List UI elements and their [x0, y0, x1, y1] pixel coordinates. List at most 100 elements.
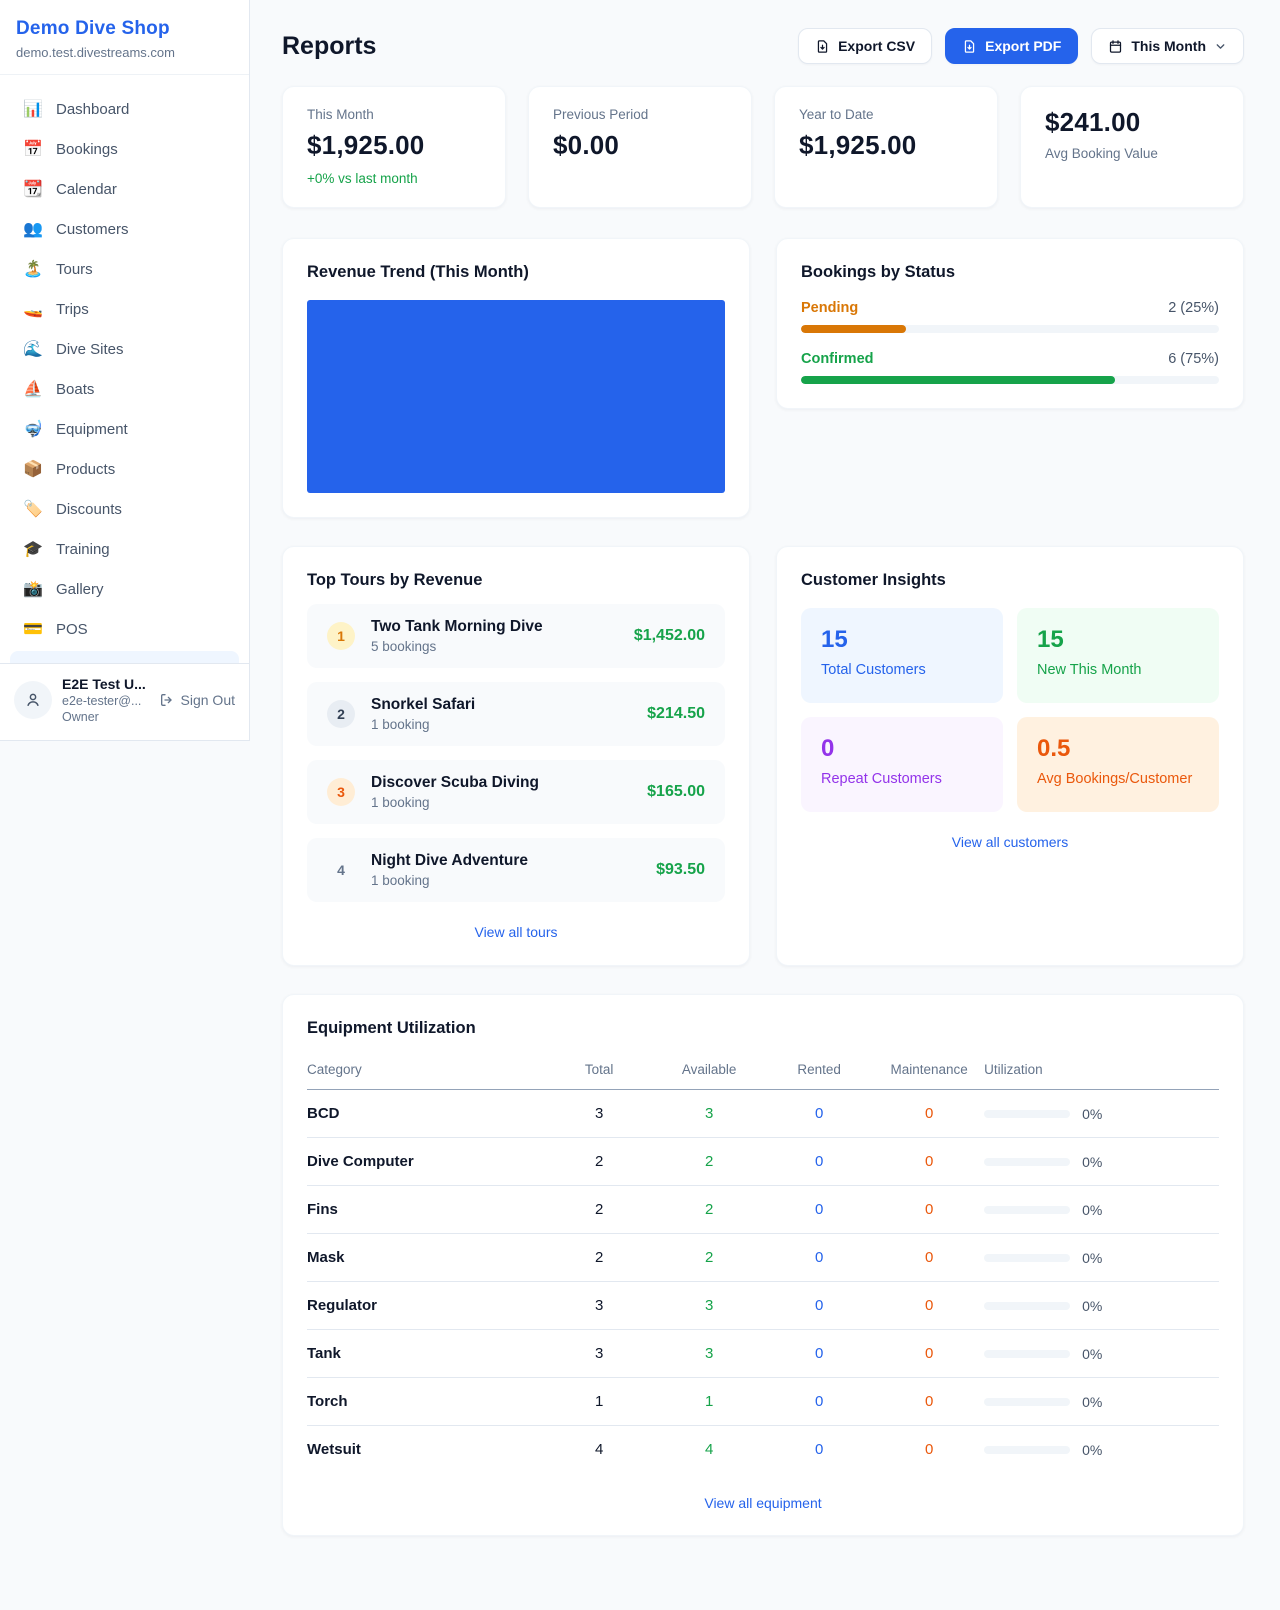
stat-delta: +0% vs last month [307, 171, 418, 186]
view-all-tours-link[interactable]: View all tours [307, 924, 725, 940]
utilization-percent: 0% [1082, 1249, 1103, 1266]
export-pdf-label: Export PDF [985, 38, 1062, 54]
calendar-icon [1110, 39, 1122, 53]
tour-bookings: 1 booking [371, 795, 430, 810]
sidebar-item[interactable]: ⛵ Boats [10, 369, 239, 409]
sidebar-item[interactable]: 🚤 Trips [10, 289, 239, 329]
customer-insights-panel: Customer Insights 15 Total Customers 15 … [776, 546, 1244, 966]
cell-total: 4 [594, 1441, 604, 1458]
shop-domain: demo.test.divestreams.com [16, 45, 175, 60]
sidebar-item-icon: 📸 [23, 581, 43, 598]
sidebar-item[interactable]: 📦 Products [10, 449, 239, 489]
sidebar-item-icon: 💳 [23, 621, 43, 638]
export-csv-button[interactable]: Export CSV [798, 28, 933, 64]
sidebar-item-label: POS [56, 620, 88, 638]
utilization-cell: 0% [984, 1394, 1219, 1410]
status-row: Pending 2 (25%) [801, 300, 1219, 333]
avatar [14, 681, 52, 719]
cell-rented: 0 [764, 1377, 875, 1426]
sidebar-item[interactable]: 📸 Gallery [10, 569, 239, 609]
utilization-percent: 0% [1082, 1105, 1103, 1122]
cell-maintenance: 0 [874, 1233, 985, 1282]
cell-rented: 0 [764, 1089, 875, 1138]
cell-maintenance: 0 [924, 1441, 934, 1458]
insight-label: New This Month [1037, 662, 1142, 678]
utilization-cell: 0% [984, 1154, 1219, 1170]
cell-category: Mask [307, 1233, 545, 1282]
sidebar-item[interactable]: 🏝️ Tours [10, 249, 239, 289]
tour-revenue: $214.50 [647, 705, 705, 722]
sidebar-item[interactable]: 🤿 Equipment [10, 409, 239, 449]
top-tours-panel: Top Tours by Revenue 1 Two Tank Morning … [282, 546, 750, 966]
utilization-percent: 0% [1082, 1345, 1103, 1362]
cell-category: Dive Computer [307, 1137, 545, 1186]
status-bar-track [801, 325, 1219, 333]
cell-available: 2 [654, 1185, 765, 1234]
sidebar-item[interactable]: 🏷️ Discounts [10, 489, 239, 529]
user-name: E2E Test U... [62, 676, 146, 692]
chevron-down-icon [1216, 43, 1225, 49]
period-dropdown[interactable]: This Month [1091, 28, 1244, 64]
tour-name: Discover Scuba Diving [371, 774, 539, 791]
cell-total: 3 [544, 1281, 655, 1330]
sidebar-item-icon: 📅 [23, 141, 43, 158]
stat-value: $1,925.00 [799, 130, 917, 160]
sidebar-item[interactable]: 📊 Dashboard [10, 89, 239, 129]
tour-info: Snorkel Safari 1 booking [371, 696, 631, 732]
person-icon [27, 693, 39, 706]
cell-category: Wetsuit [307, 1441, 361, 1458]
equipment-utilization-title: Equipment Utilization [307, 1019, 476, 1037]
stats-row: This Month $1,925.00 +0% vs last month P… [282, 86, 1244, 208]
utilization-bar-track [984, 1445, 1071, 1454]
cell-available: 3 [654, 1329, 765, 1378]
status-count: 6 (75%) [1168, 351, 1219, 367]
table-row: Fins 2 2 0 0 0% [307, 1185, 1219, 1234]
export-pdf-button[interactable]: Export PDF [945, 28, 1079, 64]
equipment-utilization-panel: Equipment Utilization Category Total Ava… [282, 994, 1244, 1536]
utilization-bar-track [984, 1301, 1071, 1310]
sidebar-item-icon: ⛵ [23, 381, 43, 398]
bookings-by-status-title: Bookings by Status [801, 263, 956, 281]
sidebar-item-icon: 👥 [23, 221, 43, 238]
sidebar-item[interactable]: 👥 Customers [10, 209, 239, 249]
tour-revenue: $1,452.00 [633, 627, 705, 644]
utilization-bar-track [984, 1397, 1071, 1406]
user-email: e2e-tester@... [62, 694, 142, 708]
rank-badge: 1 [327, 622, 355, 650]
sidebar-item[interactable]: 🎓 Training [10, 529, 239, 569]
sidebar-item-active-partial[interactable] [10, 651, 239, 663]
revenue-trend-panel: Revenue Trend (This Month) [282, 238, 750, 518]
rank-badge: 3 [327, 778, 355, 806]
utilization-bar-track [984, 1253, 1071, 1262]
tour-bookings: 5 bookings [371, 639, 437, 654]
utilization-bar-track [984, 1205, 1071, 1214]
cell-total: 2 [544, 1233, 655, 1282]
insight-label: Repeat Customers [821, 771, 942, 787]
equipment-table-header: Category Total Available Rented Maintena… [307, 1054, 1219, 1090]
sidebar-nav: 📊 Dashboard 📅 Bookings 📆 Calendar 👥 Cust… [0, 75, 249, 649]
sidebar-item-label: Discounts [56, 500, 122, 518]
cell-maintenance: 0 [874, 1377, 985, 1426]
sign-out-button[interactable]: Sign Out [159, 692, 235, 708]
sidebar-item-icon: 🏝️ [23, 261, 43, 278]
view-all-equipment-link[interactable]: View all equipment [307, 1495, 1219, 1511]
cell-category: BCD [307, 1089, 545, 1138]
view-all-customers-link[interactable]: View all customers [801, 834, 1219, 850]
stat-label: This Month [307, 107, 374, 122]
sidebar-item-icon: 📊 [23, 101, 43, 118]
sidebar-item[interactable]: 📆 Calendar [10, 169, 239, 209]
status-list: Pending 2 (25%) Confirmed 6 (75%) [801, 300, 1219, 384]
shop-name: Demo Dive Shop [16, 18, 170, 39]
row-trend-status: Revenue Trend (This Month) Bookings by S… [282, 238, 1244, 518]
cell-total: 2 [544, 1137, 655, 1186]
stat-label: Previous Period [553, 107, 649, 122]
header-actions: Export CSV Export PDF This Month [798, 28, 1244, 64]
sidebar-item[interactable]: 🌊 Dive Sites [10, 329, 239, 369]
revenue-trend-chart [307, 300, 725, 493]
tour-list: 1 Two Tank Morning Dive 5 bookings $1,45… [307, 604, 725, 902]
utilization-percent: 0% [1082, 1297, 1103, 1314]
sidebar-item[interactable]: 📅 Bookings [10, 129, 239, 169]
sidebar-item-label: Customers [56, 220, 129, 238]
insight-value: 0 [821, 735, 835, 762]
sidebar-item[interactable]: 💳 POS [10, 609, 239, 649]
